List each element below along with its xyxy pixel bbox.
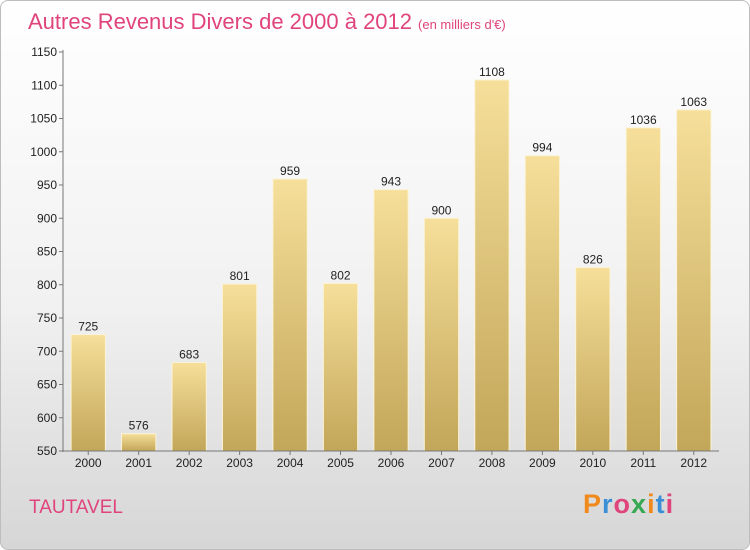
x-tick-label-2005: 2005 bbox=[327, 456, 354, 470]
y-tick-label: 1050 bbox=[30, 112, 57, 126]
data-label-2010: 826 bbox=[583, 252, 603, 266]
y-tick-label: 750 bbox=[37, 311, 57, 325]
x-tick-label-2011: 2011 bbox=[630, 456, 656, 470]
bar-2005 bbox=[322, 282, 359, 452]
data-label-2003: 801 bbox=[230, 269, 250, 283]
logo-letter: i bbox=[665, 489, 675, 519]
proxiti-logo: Proxiti bbox=[583, 489, 674, 520]
logo-letter: o bbox=[613, 489, 632, 519]
x-tick-label-2009: 2009 bbox=[529, 456, 556, 470]
bar-2008 bbox=[474, 79, 510, 452]
bar-2007 bbox=[423, 217, 460, 452]
data-label-2001: 576 bbox=[129, 419, 149, 433]
x-axis: 2000 2001 2002 2003 2004 2005 2006 2007 2008 2009… bbox=[63, 450, 719, 470]
x-tick-label-2006: 2006 bbox=[378, 456, 405, 470]
data-label-2008: 1108 bbox=[479, 65, 505, 79]
data-label-2012: 1063 bbox=[680, 95, 707, 109]
data-label-2004: 959 bbox=[280, 164, 300, 178]
chart-title: Autres Revenus Divers de 2000 à 2012 (en … bbox=[28, 9, 506, 35]
data-label-2009: 994 bbox=[532, 141, 552, 155]
logo-letter: x bbox=[631, 489, 648, 519]
bar-2010 bbox=[575, 266, 611, 452]
x-tick-label-2012: 2012 bbox=[680, 456, 707, 470]
logo-letter: r bbox=[602, 489, 614, 519]
bars-group: 725 576 683 801 959 802 943 900 1108 994 826 1036 10… bbox=[70, 65, 712, 452]
bar-2003 bbox=[221, 283, 258, 452]
chart-title-text: Autres Revenus Divers de 2000 à 2012 bbox=[28, 9, 413, 34]
x-tick-label-2008: 2008 bbox=[479, 456, 506, 470]
data-label-2011: 1036 bbox=[630, 113, 657, 127]
x-tick-label-2000: 2000 bbox=[75, 456, 102, 470]
x-tick-label-2001: 2001 bbox=[125, 456, 152, 470]
y-axis: 550 600 650 700 750 800 850 900 950 1000 1050 1100 1… bbox=[30, 45, 64, 458]
logo-letter: i bbox=[647, 489, 656, 519]
x-tick-label-2010: 2010 bbox=[579, 456, 606, 470]
data-label-2007: 900 bbox=[431, 203, 451, 217]
y-tick-label: 1100 bbox=[31, 78, 57, 92]
data-label-2000: 725 bbox=[78, 320, 98, 334]
y-tick-label: 1000 bbox=[30, 145, 57, 159]
commune-name: TAUTAVEL bbox=[29, 497, 123, 518]
y-tick-label: 700 bbox=[37, 344, 57, 358]
bar-2011 bbox=[625, 127, 661, 452]
logo-letter: t bbox=[655, 489, 666, 519]
bar-2006 bbox=[373, 189, 409, 452]
y-tick-label: 900 bbox=[37, 211, 57, 225]
y-tick-label: 1150 bbox=[31, 45, 57, 59]
x-tick-label-2007: 2007 bbox=[428, 456, 455, 470]
bar-2002 bbox=[171, 362, 207, 452]
bar-2000 bbox=[70, 334, 106, 452]
bar-2001 bbox=[121, 433, 157, 452]
y-tick-label: 550 bbox=[37, 444, 57, 458]
data-label-2006: 943 bbox=[381, 175, 401, 189]
y-tick-label: 800 bbox=[37, 278, 57, 292]
chart-subtitle: (en milliers d'€) bbox=[418, 17, 506, 32]
bar-2004 bbox=[272, 178, 308, 452]
x-tick-label-2004: 2004 bbox=[277, 456, 304, 470]
y-tick-label: 650 bbox=[37, 378, 57, 392]
bar-2012 bbox=[676, 109, 712, 452]
x-tick-label-2003: 2003 bbox=[226, 456, 253, 470]
y-tick-label: 950 bbox=[37, 178, 57, 192]
y-tick-label: 850 bbox=[37, 245, 57, 259]
data-label-2002: 683 bbox=[179, 348, 199, 362]
bar-2009 bbox=[524, 155, 561, 452]
logo-letter: P bbox=[583, 489, 603, 519]
x-tick-label-2002: 2002 bbox=[176, 456, 203, 470]
y-tick-label: 600 bbox=[37, 411, 57, 425]
data-label-2005: 802 bbox=[331, 268, 351, 282]
